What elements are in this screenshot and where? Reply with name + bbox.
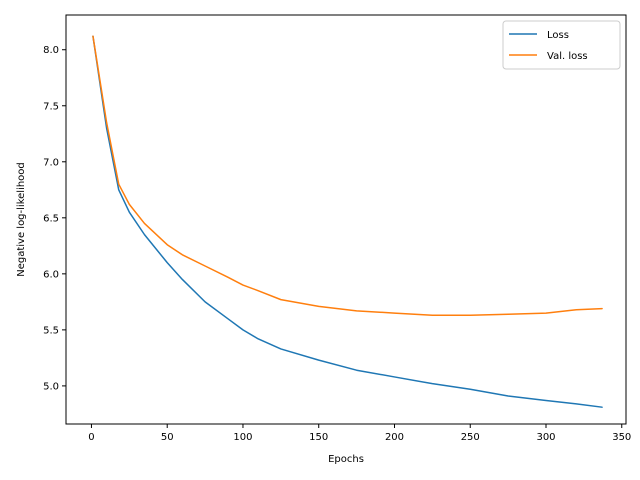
x-tick-label: 250	[461, 432, 480, 443]
x-axis-label: Epochs	[328, 454, 364, 465]
y-axis: 5.0 5.5 6.0 6.5 7.0 7.5 8.0	[43, 45, 66, 392]
val-loss-series-line	[92, 35, 603, 317]
legend-loss-label: Loss	[547, 30, 569, 41]
x-axis: 0 50 100 150 200 250 300 350	[88, 424, 631, 443]
legend-box	[502, 20, 621, 70]
x-tick-label: 50	[161, 432, 174, 443]
y-tick-label: 5.5	[43, 325, 59, 336]
y-axis-label: Negative log-likelihood	[16, 162, 27, 277]
x-tick-label: 300	[536, 432, 555, 443]
x-tick-label: 100	[233, 432, 252, 443]
series-layer	[92, 35, 603, 408]
plot-frame	[65, 14, 627, 425]
x-tick-label: 350	[612, 432, 631, 443]
x-tick-label: 150	[309, 432, 328, 443]
y-tick-label: 7.0	[43, 157, 59, 168]
y-tick-label: 8.0	[43, 45, 59, 56]
y-tick-label: 6.5	[43, 213, 59, 224]
legend: Loss Val. loss	[502, 20, 621, 70]
legend-val-loss-label: Val. loss	[547, 51, 588, 62]
y-tick-label: 6.0	[43, 269, 59, 280]
x-tick-label: 200	[385, 432, 404, 443]
y-tick-label: 7.5	[43, 101, 59, 112]
loss-series-line	[92, 35, 603, 408]
x-tick-label: 0	[88, 432, 94, 443]
y-tick-label: 5.0	[43, 381, 59, 392]
